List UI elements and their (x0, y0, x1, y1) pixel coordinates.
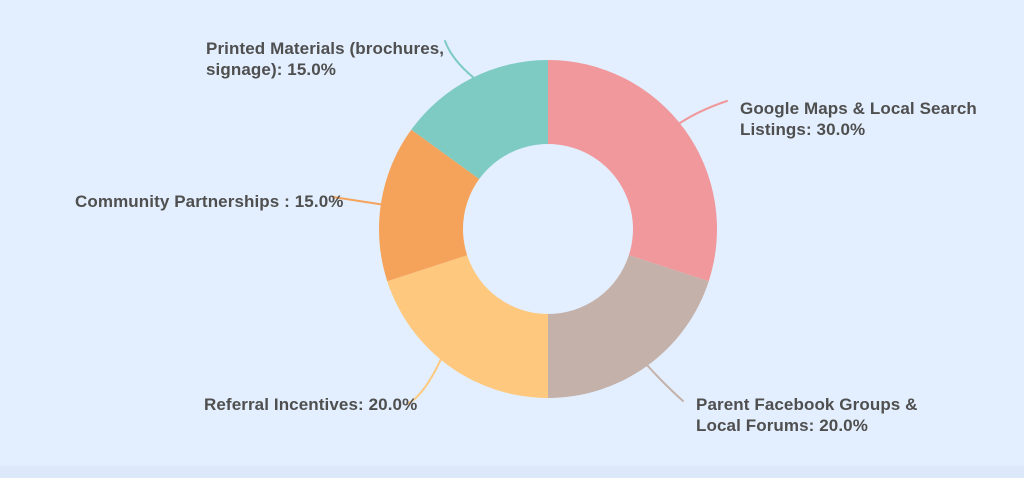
donut-slice-4[interactable] (411, 60, 548, 180)
donut-slice-0[interactable] (548, 60, 717, 282)
leader-line-1 (645, 363, 684, 402)
leader-line-3 (332, 196, 386, 206)
page-bottom-strip (0, 466, 1024, 478)
donut-slice-3[interactable] (379, 129, 480, 282)
leader-line-0 (679, 100, 728, 124)
leader-line-2 (406, 356, 443, 405)
donut-slice-2[interactable] (387, 255, 548, 398)
donut-slice-1[interactable] (548, 255, 709, 398)
leader-line-4 (444, 40, 475, 79)
